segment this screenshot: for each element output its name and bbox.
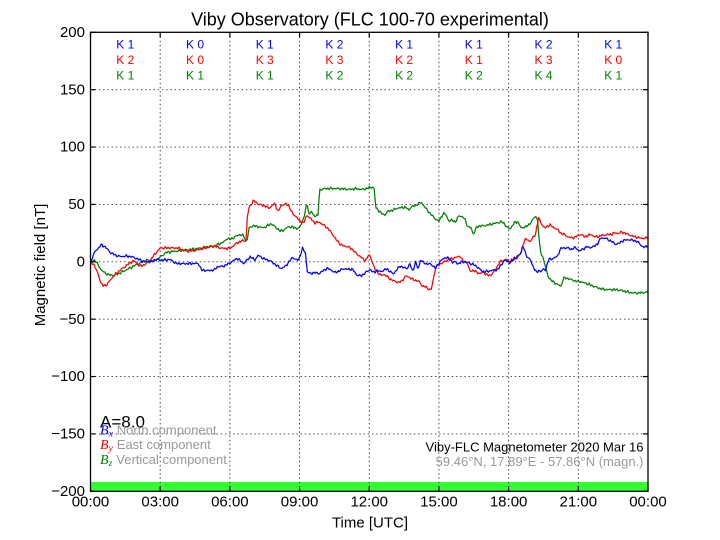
svg-text:100: 100 (60, 139, 85, 156)
svg-text:21:00: 21:00 (560, 494, 598, 511)
svg-text:K 0: K 0 (186, 53, 204, 67)
svg-text:K 2: K 2 (465, 69, 483, 83)
svg-text:18:00: 18:00 (490, 494, 528, 511)
svg-text:200: 200 (60, 24, 85, 41)
svg-text:00:00: 00:00 (629, 494, 667, 511)
svg-text:−100: −100 (51, 368, 85, 385)
svg-text:K 1: K 1 (604, 38, 622, 52)
svg-text:−150: −150 (51, 426, 85, 443)
svg-text:K 2: K 2 (395, 53, 413, 67)
svg-text:K 3: K 3 (325, 53, 343, 67)
svg-text:K 1: K 1 (256, 38, 274, 52)
svg-text:00:00: 00:00 (72, 494, 110, 511)
svg-text:−50: −50 (60, 311, 85, 328)
svg-text:−200: −200 (51, 483, 85, 500)
svg-text:A=8.0: A=8.0 (100, 412, 145, 431)
svg-text:Viby Observatory (FLC 100-70 e: Viby Observatory (FLC 100-70 experimenta… (191, 10, 549, 30)
svg-text:K 2: K 2 (395, 69, 413, 83)
svg-text:K 1: K 1 (116, 69, 134, 83)
svg-text:K 1: K 1 (604, 69, 622, 83)
svg-text:03:00: 03:00 (141, 494, 179, 511)
svg-text:K 2: K 2 (534, 38, 552, 52)
svg-text:59.46°N, 17.89°E - 57.86°N (ma: 59.46°N, 17.89°E - 57.86°N (magn.) (436, 454, 644, 469)
svg-text:06:00: 06:00 (211, 494, 249, 511)
svg-text:15:00: 15:00 (420, 494, 458, 511)
svg-text:K 4: K 4 (534, 69, 552, 83)
svg-text:K 0: K 0 (186, 38, 204, 52)
svg-text:K 1: K 1 (465, 53, 483, 67)
svg-text:K 2: K 2 (325, 38, 343, 52)
svg-text:K 2: K 2 (325, 69, 343, 83)
svg-text:Viby-FLC Magnetometer 2020 Mar: Viby-FLC Magnetometer 2020 Mar 16 (426, 439, 644, 454)
svg-text:K 1: K 1 (395, 38, 413, 52)
svg-text:K 1: K 1 (116, 38, 134, 52)
svg-text:150: 150 (60, 81, 85, 98)
svg-text:50: 50 (68, 196, 85, 213)
svg-text:09:00: 09:00 (281, 494, 319, 511)
svg-text:K 1: K 1 (186, 69, 204, 83)
svg-text:K 1: K 1 (465, 38, 483, 52)
svg-text:K 1: K 1 (256, 69, 274, 83)
svg-text:12:00: 12:00 (350, 494, 388, 511)
svg-text:K 0: K 0 (604, 53, 622, 67)
svg-text:Time [UTC]: Time [UTC] (332, 515, 408, 532)
svg-text:K 3: K 3 (534, 53, 552, 67)
svg-text:0: 0 (77, 253, 85, 270)
svg-text:K 2: K 2 (116, 53, 134, 67)
svg-text:K 3: K 3 (256, 53, 274, 67)
svg-text:Magnetic field [nT]: Magnetic field [nT] (32, 204, 49, 327)
